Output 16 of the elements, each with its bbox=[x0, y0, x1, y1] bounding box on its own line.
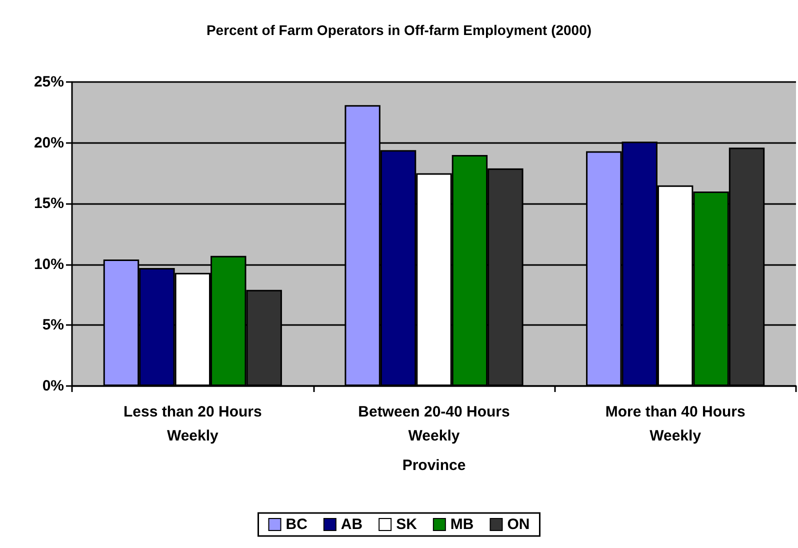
y-tick-label: 5% bbox=[42, 316, 64, 334]
legend-label: AB bbox=[340, 516, 363, 533]
y-tick-label: 0% bbox=[42, 378, 64, 394]
x-tick-label: Less than 20 Hours Weekly bbox=[123, 404, 262, 444]
y-tick-label: 15% bbox=[34, 195, 64, 212]
y-tick-label: 25% bbox=[34, 74, 64, 90]
x-tick-label: More than 40 Hours Weekly bbox=[605, 404, 746, 444]
legend-label: MB bbox=[450, 516, 474, 533]
x-axis-title: Province bbox=[402, 457, 466, 474]
y-tick-label: 10% bbox=[34, 256, 64, 273]
legend-label: BC bbox=[286, 516, 308, 533]
chart-title: Percent of Farm Operators in Off-farm Employment (2000) bbox=[206, 22, 592, 38]
legend-label: SK bbox=[396, 516, 418, 533]
legend-label: ON bbox=[507, 516, 530, 533]
x-tick-label: Between 20-40 Hours Weekly bbox=[358, 404, 510, 444]
y-tick-label: 20% bbox=[34, 134, 64, 152]
